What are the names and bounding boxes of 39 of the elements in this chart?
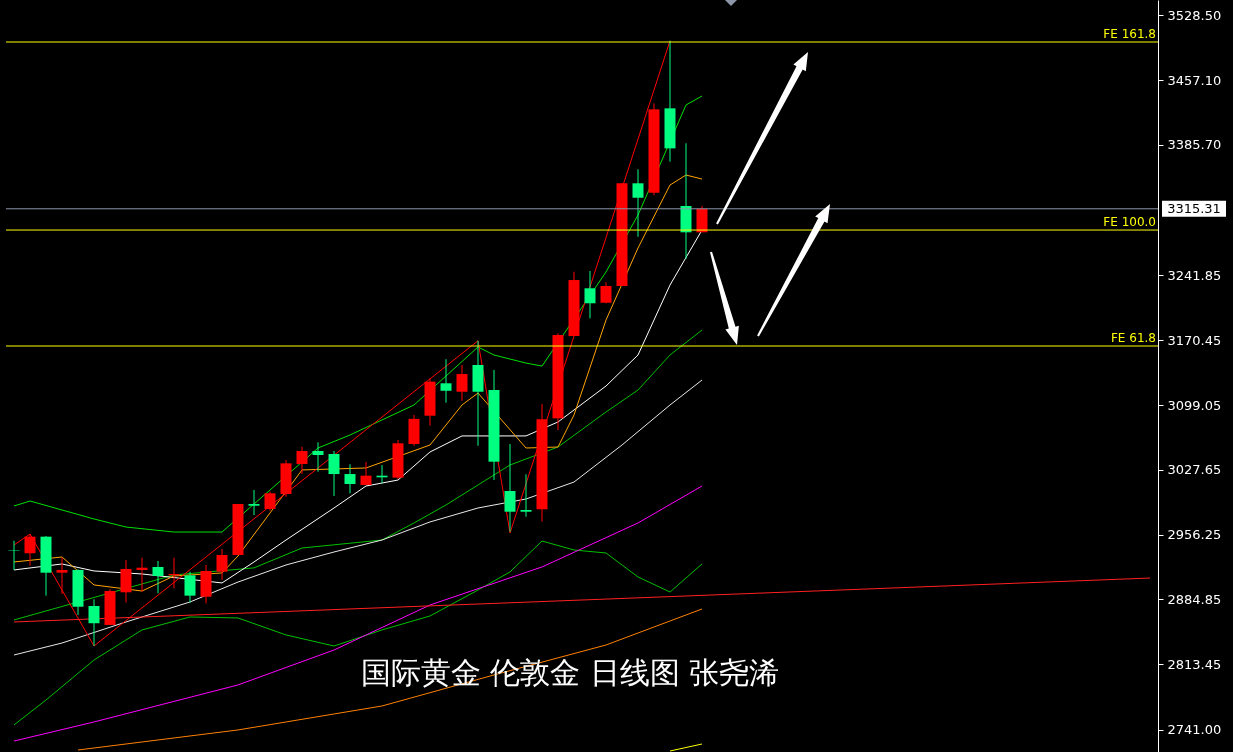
candlestick: [216, 548, 228, 581]
line-series: [13, 229, 703, 584]
candlestick: [312, 441, 324, 473]
candlestick: [632, 168, 644, 238]
y-tick-label: 3241.85: [1167, 267, 1222, 283]
candlestick: [120, 559, 132, 604]
candlestick: [504, 443, 516, 533]
y-tick-label: 3457.10: [1167, 72, 1222, 88]
candlestick: [344, 463, 356, 494]
ref-line-label: FE 161.8: [1103, 27, 1156, 42]
y-tick-label: 3170.45: [1167, 332, 1222, 348]
y-tick-label: 3027.65: [1167, 462, 1222, 478]
ref-line-label: FE 61.8: [1110, 331, 1156, 346]
candlestick: [24, 533, 36, 567]
candlestick: [520, 473, 532, 518]
y-tick-label: 3385.70: [1167, 137, 1222, 153]
candlestick: [264, 491, 276, 512]
candlestick: [184, 571, 196, 604]
line-series: [13, 174, 703, 592]
y-tick-label: 2813.45: [1167, 656, 1222, 672]
candlestick: [296, 446, 308, 475]
candlestick: [8, 540, 20, 571]
line-series: [13, 379, 703, 656]
ref-line-label: 3315.31: [1167, 200, 1221, 216]
candlestick: [440, 358, 452, 404]
line-series: [13, 329, 703, 621]
candlestick: [88, 598, 100, 647]
ref-line-label: FE 100.0: [1103, 215, 1156, 230]
y-tick-label: 2884.85: [1167, 591, 1222, 607]
candlestick: [152, 560, 164, 594]
y-tick-label: 3099.05: [1167, 397, 1222, 413]
y-tick-label: 3528.50: [1167, 7, 1222, 23]
candlestick: [328, 450, 340, 497]
candlestick: [56, 556, 68, 595]
y-tick-label: 2956.25: [1167, 527, 1222, 543]
y-tick-label: 2741.00: [1167, 722, 1222, 738]
candlestick: [584, 270, 596, 319]
candlestick: [456, 364, 468, 402]
candlestick: [248, 489, 260, 516]
